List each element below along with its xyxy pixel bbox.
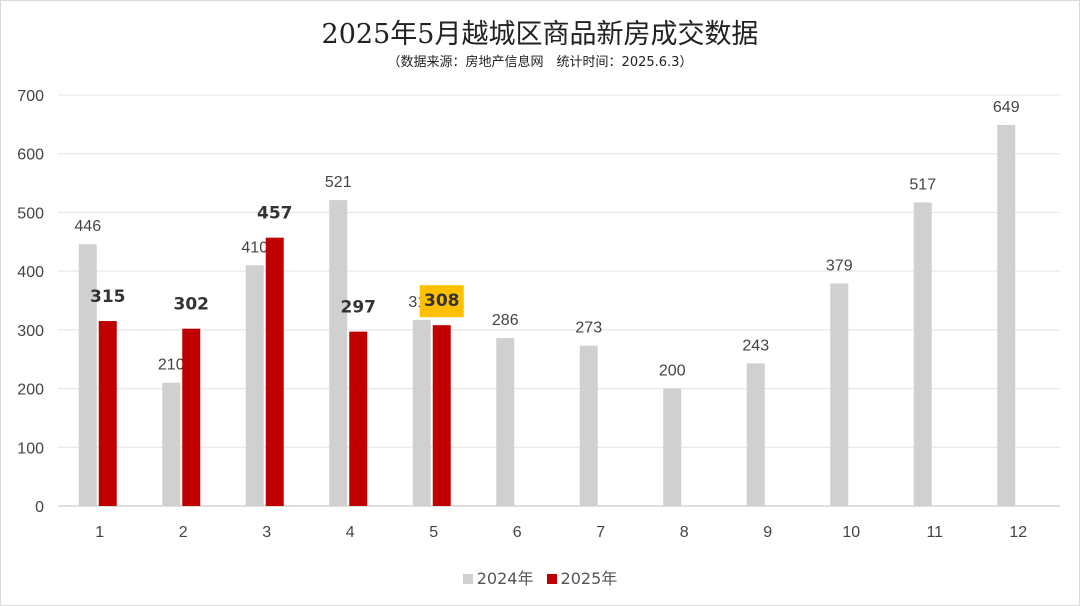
bar-2024 [162,382,181,506]
bar-2024 [997,124,1016,507]
x-tick-label: 1 [95,524,104,541]
bar-2025 [265,237,284,506]
legend-item-2025[interactable]: 2025年 [546,565,618,589]
bar-2024 [663,388,682,506]
bar-2024 [579,345,598,506]
data-label-2025: 315 [90,287,126,307]
x-tick-label: 3 [262,524,271,541]
data-label-2024: 210 [158,357,185,374]
data-label-2024: 517 [909,176,936,193]
data-label-2024: 243 [742,337,769,354]
bar-2024 [412,319,431,506]
x-tick-label: 11 [926,524,943,541]
legend-label-2024: 2024年 [476,569,534,588]
bar-2024 [245,265,264,506]
bar-2024 [329,200,348,506]
legend-label-2025: 2025年 [560,569,618,588]
y-tick-label: 200 [17,382,44,399]
data-label-2024: 446 [74,218,101,235]
x-tick-label: 6 [513,524,522,541]
x-tick-label: 10 [842,524,860,541]
y-tick-label: 100 [17,440,44,457]
x-tick-label: 2 [179,524,188,541]
bar-2024 [913,202,932,506]
y-tick-label: 0 [35,499,44,516]
legend-swatch-2024 [462,574,473,584]
data-label-2025: 457 [257,204,293,224]
bar-2024 [746,363,765,506]
bar-2024 [830,283,849,506]
bar-2025 [98,321,117,506]
y-tick-label: 400 [17,264,44,281]
y-tick-label: 300 [17,323,44,340]
data-label-2024: 200 [659,363,686,380]
bar-2025 [349,331,368,506]
data-label-2025: 308 [424,291,460,311]
data-label-2024: 379 [826,257,853,274]
data-label-2025: 302 [174,295,210,315]
x-tick-label: 12 [1009,524,1027,541]
highlight-label-box [419,285,464,318]
bar-2025 [432,325,451,506]
y-tick-label: 700 [17,88,44,105]
x-tick-label: 5 [429,524,438,541]
data-label-2024: 410 [241,239,268,256]
bar-2025 [182,328,201,506]
legend-item-2024[interactable]: 2024年 [462,565,534,589]
x-tick-label: 4 [346,524,355,541]
y-tick-label: 600 [17,147,44,164]
bar-2024 [78,244,97,507]
legend: 2024年 2025年 [0,565,1080,589]
x-tick-label: 9 [763,524,772,541]
x-tick-label: 8 [680,524,689,541]
data-label-2024: 286 [492,312,519,329]
chart-subtitle: （数据来源：房地产信息网 统计时间：2025.6.3） [387,55,693,70]
x-tick-label: 7 [596,524,605,541]
data-label-2024: 521 [325,174,352,191]
data-label-2024: 649 [993,99,1020,116]
chart-title: 2025年5月越城区商品新房成交数据 [321,19,759,50]
legend-swatch-2025 [546,574,557,584]
data-label-2024: 273 [575,320,602,337]
data-label-2025: 297 [341,298,377,318]
bar-2024 [496,338,515,506]
y-tick-label: 500 [17,205,44,222]
